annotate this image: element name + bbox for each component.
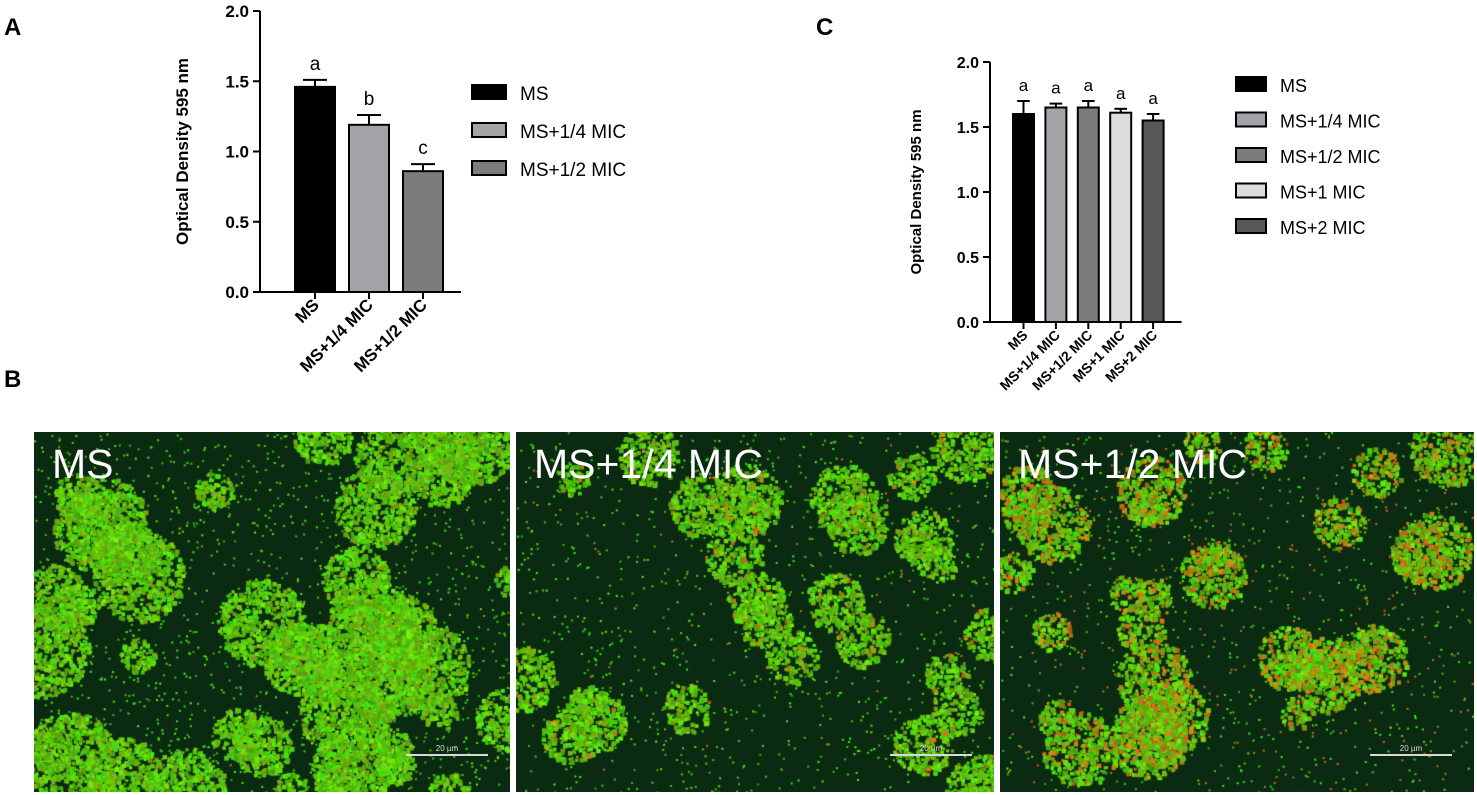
scale-bar-label: 20 µm [1399,744,1423,753]
significance-letter: a [1116,84,1126,103]
legend-swatch [471,84,507,100]
legend-label: MS [1280,76,1307,96]
y-tick-label: 0.0 [225,283,249,302]
legend-label: MS+1/4 MIC [520,122,626,143]
legend-label: MS+2 MIC [1280,218,1366,238]
micrograph-ms-half-mic: MS+1/2 MIC 20 µm [1000,432,1474,792]
scale-bar [890,754,972,756]
significance-letter: b [364,89,375,110]
chart-c: 0.0 0.5 1.0 1.5 2.0 Optical Density 595 nm a MS… [908,55,1381,393]
significance-letter: a [1019,76,1029,95]
legend-swatch [1235,218,1267,234]
legend-label: MS+1/2 MIC [1280,147,1381,167]
y-axis-label: Optical Density 595 nm [173,58,192,245]
significance-letter: a [1084,76,1094,95]
legend-label: MS [520,84,549,105]
panel-label-b: B [4,366,22,393]
significance-letter: c [418,138,428,159]
legend-swatch [471,160,507,176]
panel-label-a: A [4,14,22,41]
y-tick-label: 2.0 [225,2,249,21]
legend-label: MS+1/2 MIC [520,160,626,181]
micrograph-label: MS+1/4 MIC [534,441,763,487]
scale-bar-label: 20 µm [919,744,943,753]
legend-label: MS+1 MIC [1280,183,1366,203]
y-tick-label: 1.5 [957,120,979,137]
micrograph-ms-quarter-mic: MS+1/4 MIC 20 µm [516,432,994,792]
y-tick-label: 1.0 [225,143,249,162]
bar [1012,113,1035,323]
bar [1076,106,1100,323]
bar [1109,111,1133,323]
scale-bar [1370,754,1452,756]
y-tick-label: 0.5 [957,250,979,267]
panel-label-c: C [816,14,834,41]
x-tick-label: MS [291,295,322,326]
y-tick-label: 0.5 [225,213,249,232]
y-tick-label: 1.0 [957,185,979,202]
legend-label: MS+1/4 MIC [1280,112,1381,132]
scale-bar-label: 20 µm [435,744,459,753]
legend-swatch [1235,147,1267,163]
y-axis-label: Optical Density 595 nm [908,109,925,274]
micrograph-label: MS+1/2 MIC [1018,441,1247,487]
y-tick-label: 2.0 [957,55,979,72]
legend-swatch [1235,111,1267,128]
y-tick-label: 0.0 [957,315,979,332]
chart-a: 0.0 0.5 1.0 1.5 2.0 Optical Density 595 nm a MS… [173,2,626,376]
y-tick-label: 1.5 [225,72,249,91]
bar [1044,106,1068,323]
legend-swatch [1235,182,1267,199]
micrograph-label: MS [52,441,114,487]
x-tick-label: MS [1004,327,1030,353]
bar [402,170,444,293]
significance-letter: a [310,54,321,75]
significance-letter: a [1051,79,1061,98]
legend-swatch [471,122,507,138]
bar-charts: 0.0 0.5 1.0 1.5 2.0 Optical Density 595 nm a MS… [173,2,1381,393]
legend-swatch [1235,76,1267,92]
significance-letter: a [1148,89,1158,108]
micrograph-ms: MS 20 µm [34,432,510,792]
bar [1141,119,1165,323]
bar [348,123,390,294]
bar [294,85,336,294]
scale-bar [406,754,488,756]
